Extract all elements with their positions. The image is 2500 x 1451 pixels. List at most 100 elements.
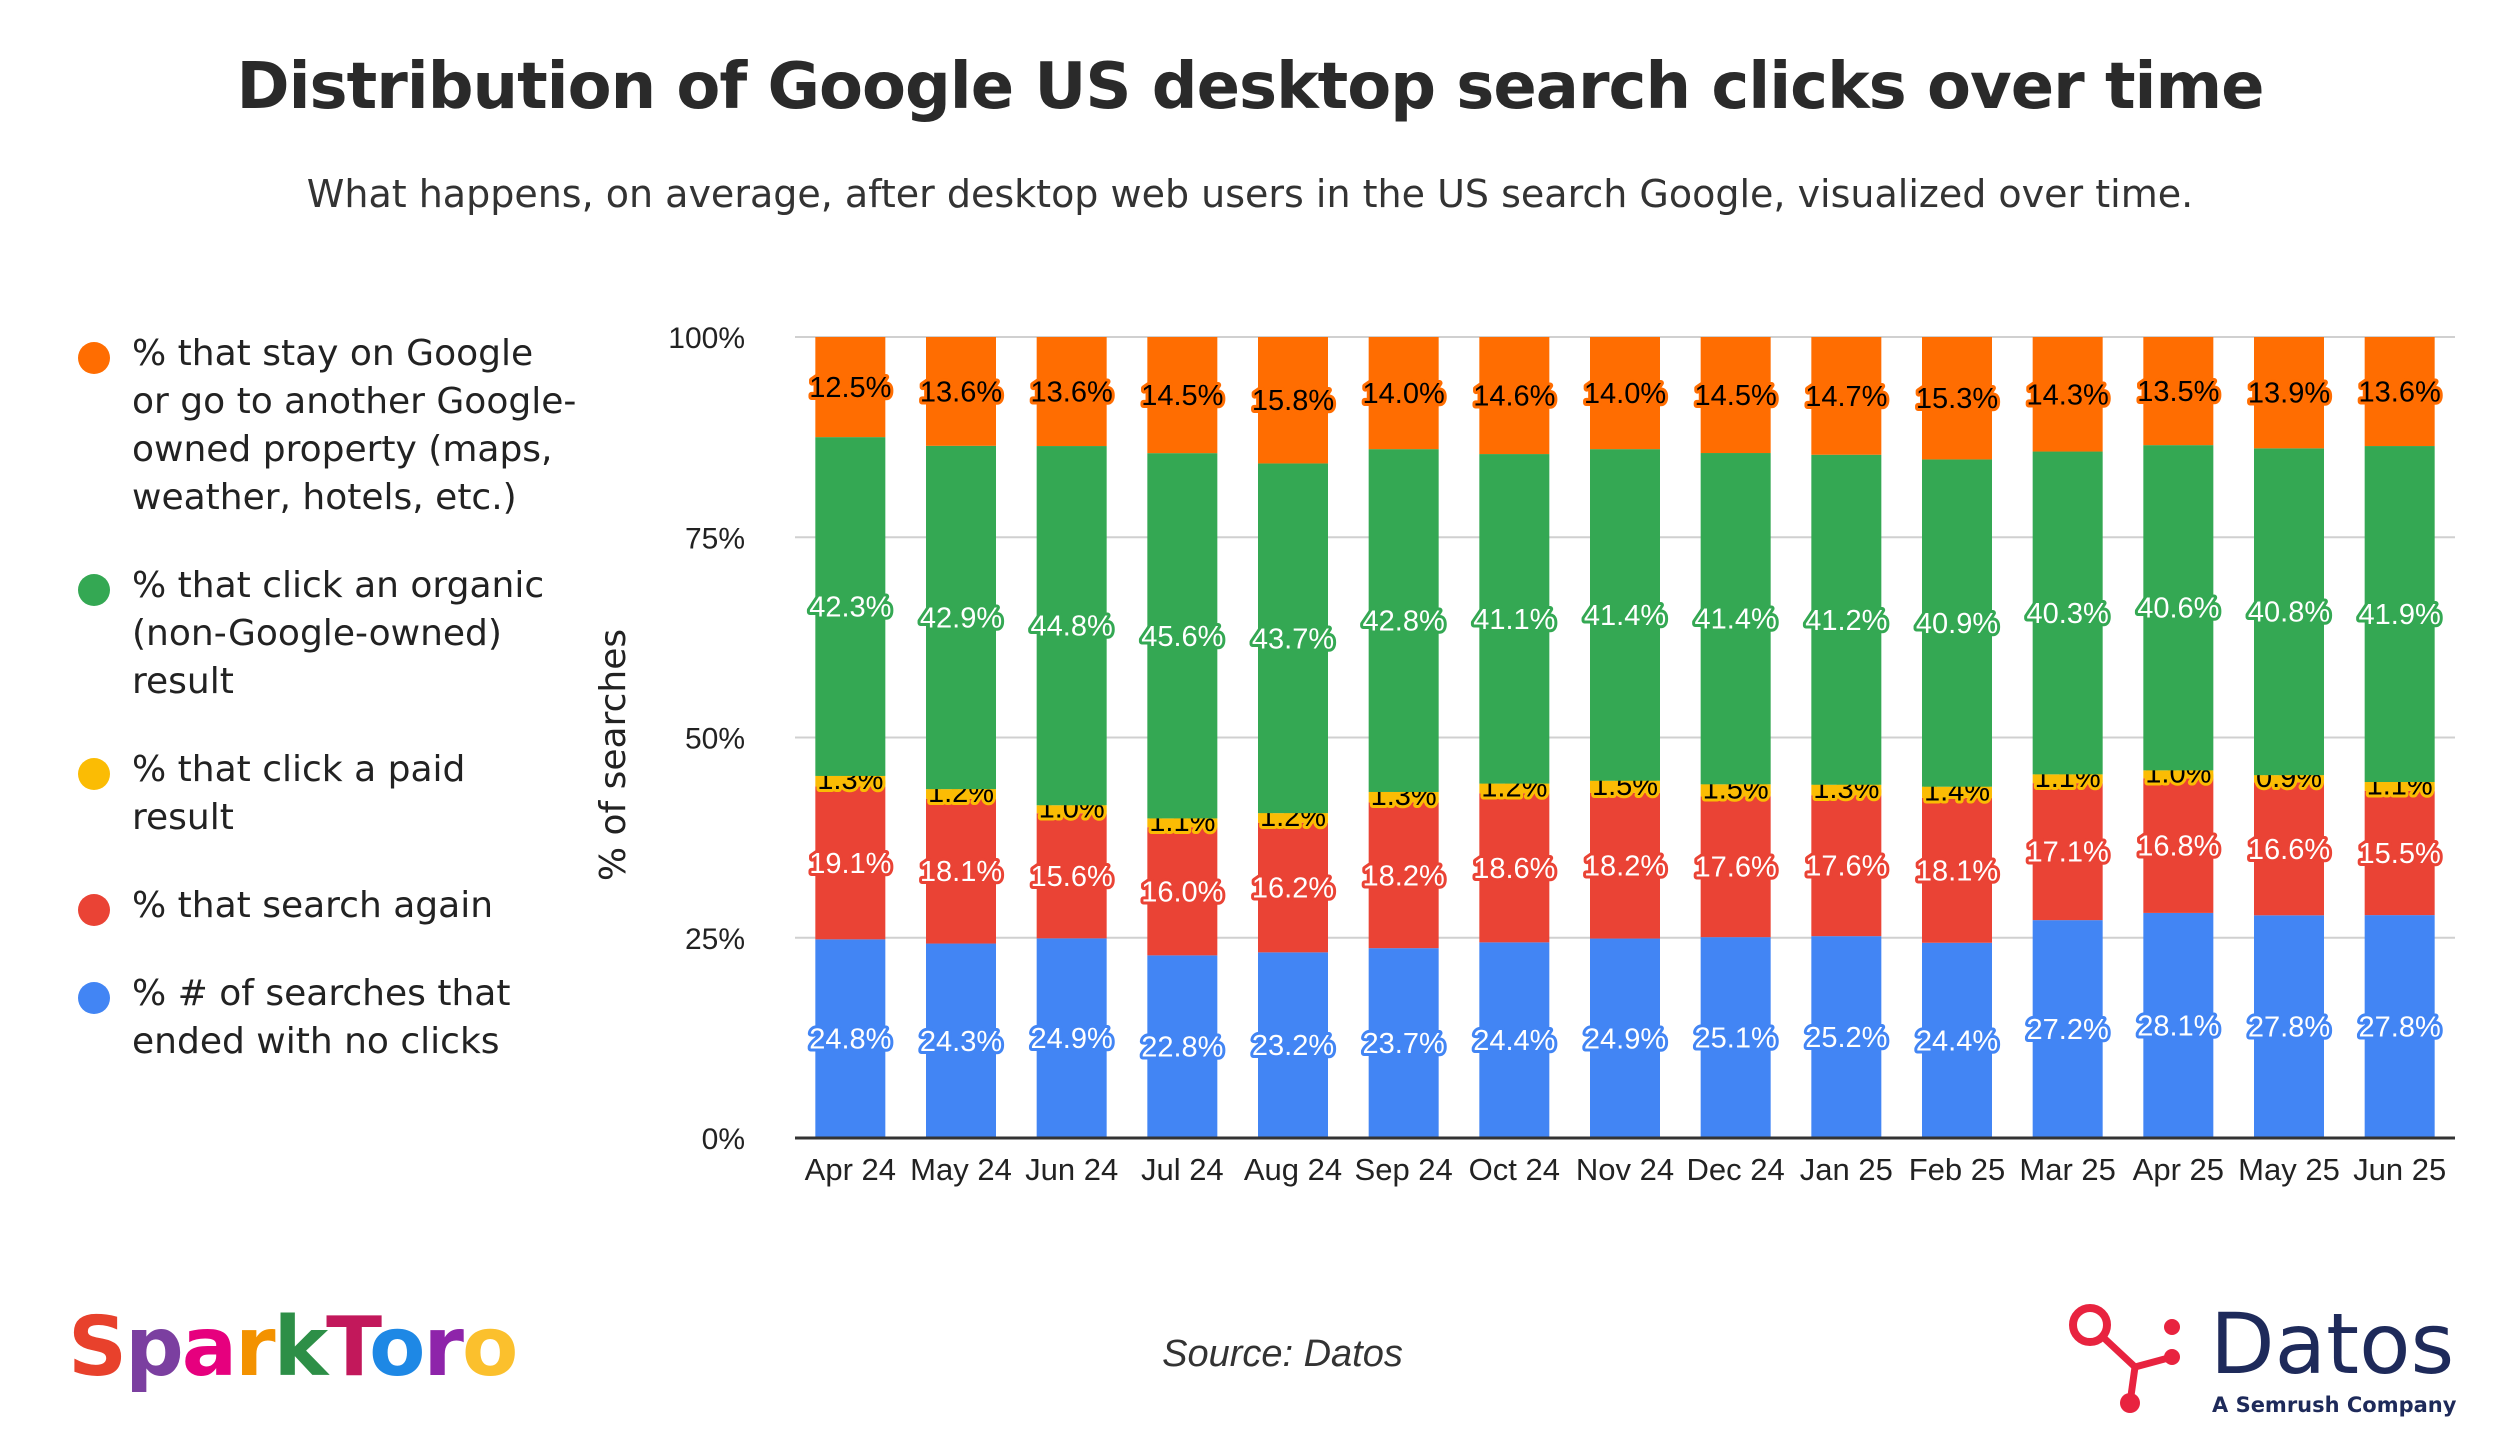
bar-segment xyxy=(2364,915,2435,1138)
bar-segment xyxy=(1700,784,1771,797)
data-label: 27.8% xyxy=(2359,1012,2441,1044)
bar-segment xyxy=(2032,337,2103,452)
bar-segment xyxy=(1479,454,1550,784)
bar-segment xyxy=(1811,795,1882,937)
bar-segment xyxy=(2143,770,2214,779)
data-label: 43.7% xyxy=(1252,623,1334,655)
bar-segment xyxy=(1479,942,1550,1138)
data-label: 12.5% xyxy=(809,372,891,404)
bar-segment xyxy=(2143,778,2214,913)
data-label: 41.9% xyxy=(2359,599,2441,631)
x-tick-label: May 24 xyxy=(910,1152,1012,1187)
x-tick-label: Nov 24 xyxy=(1576,1152,1674,1187)
data-label: 23.2% xyxy=(1252,1030,1334,1062)
data-label: 17.1% xyxy=(2027,837,2109,869)
data-label: 42.3% xyxy=(809,592,891,624)
data-label: 15.6% xyxy=(1031,861,1113,893)
sparktoro-logo-letter: r xyxy=(235,1300,275,1395)
legend-swatch-icon xyxy=(78,894,110,926)
data-label: 40.8% xyxy=(2248,597,2330,629)
bar-segment xyxy=(2032,920,2103,1138)
bar-segment xyxy=(2143,337,2214,446)
legend-swatch-icon xyxy=(78,982,110,1014)
bar-segment xyxy=(1147,818,1218,828)
sparktoro-logo-letter: o xyxy=(369,1300,425,1395)
chart-subtitle: What happens, on average, after desktop … xyxy=(306,172,2194,216)
x-tick-label: Aug 24 xyxy=(1244,1152,1342,1187)
data-label: 14.0% xyxy=(1363,378,1445,410)
bar-segment xyxy=(926,789,996,799)
data-label: 14.3% xyxy=(2027,379,2109,411)
data-label: 13.6% xyxy=(920,376,1002,408)
bar-segment xyxy=(926,337,996,446)
data-label: 19.1% xyxy=(809,848,891,880)
bar-segment xyxy=(1036,813,1107,939)
bar-segment xyxy=(1922,459,1992,787)
bar-segment xyxy=(1700,937,1771,1138)
legend-item: % that stay on Google or go to another G… xyxy=(78,330,578,522)
bar-segment xyxy=(2254,775,2324,783)
bar-segment xyxy=(2254,782,2324,916)
legend-label: % that search again xyxy=(132,885,494,926)
bar-segment xyxy=(1479,337,1550,455)
data-label: 41.2% xyxy=(1805,605,1887,637)
data-label: 13.5% xyxy=(2137,376,2219,408)
data-label: 16.2% xyxy=(1252,873,1334,905)
data-label: 16.0% xyxy=(1141,876,1223,908)
data-label: 42.8% xyxy=(1363,606,1445,638)
data-label: 25.2% xyxy=(1805,1022,1887,1054)
data-label: 27.8% xyxy=(2248,1012,2330,1044)
y-tick-label: 100% xyxy=(668,322,745,355)
datos-wordmark: Datos xyxy=(2210,1295,2455,1393)
data-label: 15.8% xyxy=(1252,385,1334,417)
data-label: 18.2% xyxy=(1363,860,1445,892)
legend-label: % that stay on Google or go to another G… xyxy=(132,333,577,518)
data-label: 40.3% xyxy=(2027,598,2109,630)
sparktoro-logo-letter: k xyxy=(273,1300,329,1395)
legend-item: % that click a paid result xyxy=(78,746,578,842)
bar-segment xyxy=(1147,955,1218,1138)
bar-segment xyxy=(1258,463,1328,814)
data-label: 18.1% xyxy=(920,856,1002,888)
legend-item: % # of searches that ended with no click… xyxy=(78,970,578,1066)
datos-logo: Datos A Semrush Company xyxy=(2060,1295,2456,1420)
data-label: 40.6% xyxy=(2137,593,2219,625)
legend-label: % that click an organic (non-Google-owne… xyxy=(132,565,545,702)
bar-segment xyxy=(2254,448,2324,776)
bar-segment xyxy=(1590,449,1660,781)
data-label: 14.5% xyxy=(1141,380,1223,412)
bar-segment xyxy=(1368,802,1439,949)
bar-segment xyxy=(2032,783,2103,921)
bar-segment xyxy=(815,775,886,787)
data-label: 13.6% xyxy=(2359,377,2441,409)
data-label: 14.6% xyxy=(1473,381,1555,413)
y-tick-label: 75% xyxy=(685,522,745,555)
data-label: 40.9% xyxy=(1916,608,1998,640)
data-label: 15.5% xyxy=(2359,838,2441,870)
bar-segment xyxy=(926,943,996,1138)
data-label: 28.1% xyxy=(2137,1010,2219,1042)
y-tick-label: 0% xyxy=(702,1123,745,1156)
chart-title: Distribution of Google US desktop search… xyxy=(236,50,2264,124)
bar-segment xyxy=(1922,942,1992,1138)
bar-segment xyxy=(1700,453,1771,785)
bar-segment xyxy=(1590,780,1660,793)
data-label: 18.6% xyxy=(1473,853,1555,885)
bar-segment xyxy=(815,337,886,438)
data-label: 44.8% xyxy=(1031,611,1113,643)
legend-item: % that search again xyxy=(78,882,578,930)
legend: % that stay on Google or go to another G… xyxy=(78,330,578,1106)
bar-segment xyxy=(1479,793,1550,943)
data-label: 14.0% xyxy=(1584,378,1666,410)
bar-segment xyxy=(1258,952,1328,1138)
data-label: 13.9% xyxy=(2248,378,2330,410)
datos-tagline: A Semrush Company xyxy=(2212,1393,2457,1417)
data-label: 41.4% xyxy=(1584,600,1666,632)
legend-item: % that click an organic (non-Google-owne… xyxy=(78,562,578,706)
bar-segment xyxy=(1811,936,1882,1138)
bar-segment xyxy=(1811,784,1882,796)
data-label: 16.8% xyxy=(2137,831,2219,863)
bar-segment xyxy=(2364,790,2435,916)
legend-swatch-icon xyxy=(78,574,110,606)
